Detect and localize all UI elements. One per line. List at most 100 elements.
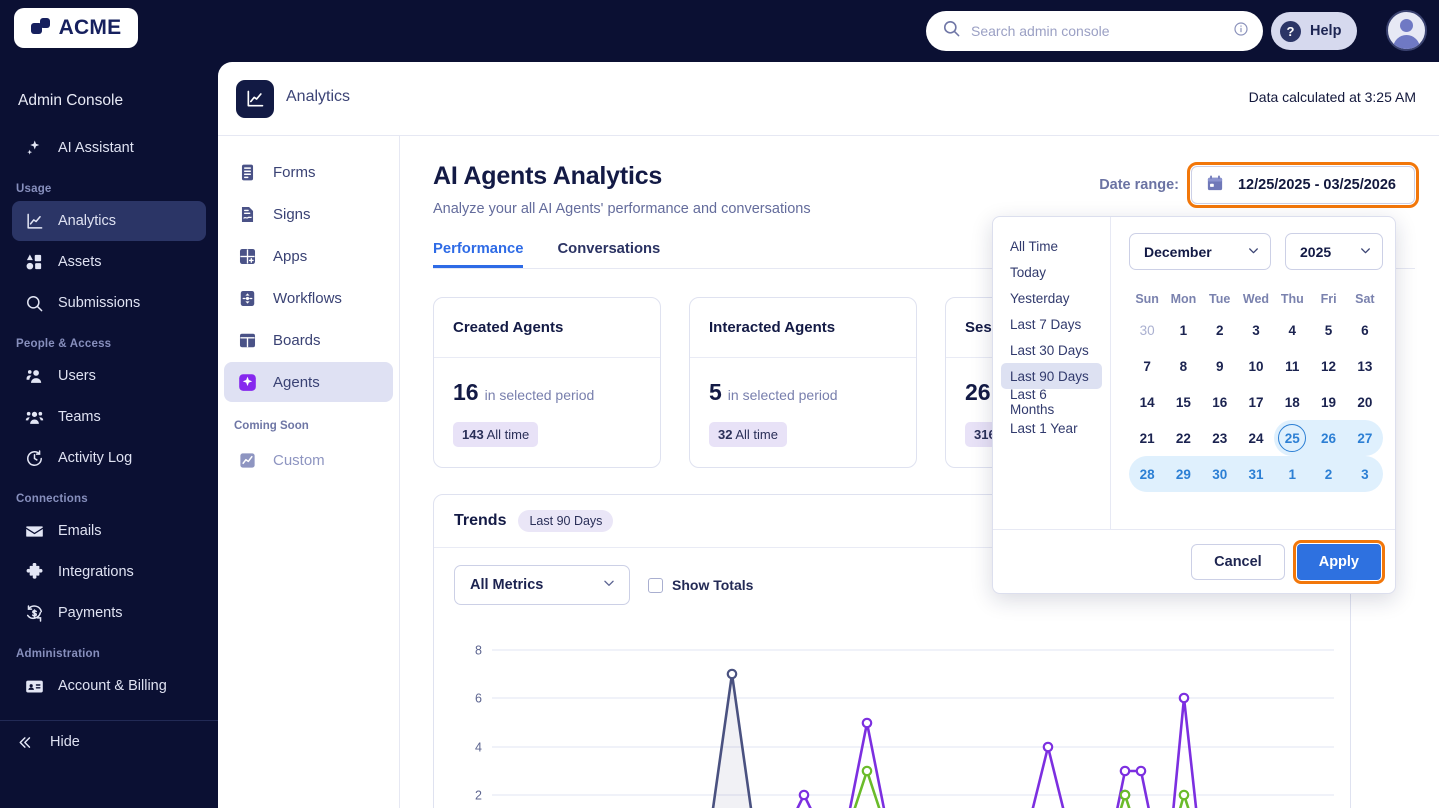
sidebar-item-integrations[interactable]: Integrations — [12, 552, 206, 592]
calendar-day-number[interactable]: 25 — [1278, 424, 1307, 452]
calendar-day-number[interactable]: 17 — [1248, 394, 1264, 410]
calendar-day-number[interactable]: 18 — [1284, 394, 1300, 410]
calendar-day[interactable]: 30 — [1129, 312, 1165, 348]
calendar-day[interactable]: 25 — [1274, 420, 1311, 456]
calendar-day[interactable]: 9 — [1202, 348, 1238, 384]
sidebar-hide-button[interactable]: Hide — [0, 721, 218, 763]
calendar-day-number[interactable]: 31 — [1248, 466, 1264, 482]
calendar-day[interactable]: 12 — [1310, 348, 1346, 384]
calendar-day[interactable]: 31 — [1237, 456, 1275, 492]
calendar-day[interactable]: 2 — [1310, 456, 1347, 492]
calendar-day-number[interactable]: 24 — [1248, 430, 1264, 446]
calendar-day-number[interactable]: 11 — [1285, 358, 1300, 374]
calendar-day-number[interactable]: 4 — [1288, 322, 1297, 338]
calendar-day[interactable]: 4 — [1274, 312, 1310, 348]
calendar-day-number[interactable]: 1 — [1288, 466, 1297, 482]
calendar-day[interactable]: 14 — [1129, 384, 1165, 420]
calendar-day[interactable]: 1 — [1165, 312, 1201, 348]
calendar-day[interactable]: 21 — [1129, 420, 1165, 456]
calendar-day-number[interactable]: 10 — [1248, 358, 1264, 374]
checkbox-box[interactable] — [648, 577, 663, 593]
calendar-day-number[interactable]: 23 — [1212, 430, 1228, 446]
info-circle-icon[interactable] — [1233, 21, 1249, 42]
apply-button[interactable]: Apply — [1292, 539, 1386, 584]
calendar-day[interactable]: 3 — [1238, 312, 1274, 348]
calendar-day[interactable]: 8 — [1165, 348, 1201, 384]
calendar-day-number[interactable]: 13 — [1357, 358, 1373, 374]
sidebar-item-payments[interactable]: Payments — [12, 593, 206, 633]
help-button[interactable]: ? Help — [1271, 12, 1358, 50]
preset-last-30-days[interactable]: Last 30 Days — [1010, 342, 1089, 358]
calendar-day-number[interactable]: 1 — [1179, 322, 1188, 338]
subnav-item-forms[interactable]: Forms — [224, 152, 393, 192]
subnav-item-workflows[interactable]: Workflows — [224, 278, 393, 318]
global-search[interactable] — [926, 11, 1263, 51]
sidebar-item-users[interactable]: Users — [12, 356, 206, 396]
subnav-item-apps[interactable]: Apps — [224, 236, 393, 276]
calendar-day-number[interactable]: 27 — [1357, 430, 1373, 446]
sidebar-item-emails[interactable]: Emails — [12, 511, 206, 551]
calendar-day[interactable]: 19 — [1310, 384, 1346, 420]
calendar-day-number[interactable]: 9 — [1215, 358, 1224, 374]
sidebar-item-teams[interactable]: Teams — [12, 397, 206, 437]
calendar-day-number[interactable]: 3 — [1361, 466, 1369, 482]
cancel-button[interactable]: Cancel — [1191, 543, 1285, 580]
calendar-day[interactable]: 22 — [1165, 420, 1201, 456]
calendar-day-number[interactable]: 6 — [1361, 322, 1369, 338]
show-totals-checkbox[interactable]: Show Totals — [648, 577, 753, 593]
calendar-day[interactable]: 27 — [1346, 420, 1383, 456]
calendar-day-number[interactable]: 2 — [1215, 322, 1224, 338]
brand-logo[interactable]: ACME — [14, 8, 138, 48]
preset-all-time[interactable]: All Time — [1010, 238, 1059, 254]
calendar-day-number[interactable]: 15 — [1175, 394, 1191, 410]
calendar-day[interactable]: 26 — [1310, 420, 1347, 456]
sidebar-item-analytics[interactable]: Analytics — [12, 201, 206, 241]
calendar-day[interactable]: 18 — [1274, 384, 1310, 420]
calendar-day-number[interactable]: 2 — [1324, 466, 1333, 482]
calendar-day[interactable]: 30 — [1201, 456, 1238, 492]
sidebar-item-account-billing[interactable]: Account & Billing — [12, 666, 206, 706]
calendar-day[interactable]: 23 — [1202, 420, 1238, 456]
calendar-day[interactable]: 6 — [1347, 312, 1383, 348]
subnav-item-agents[interactable]: Agents — [224, 362, 393, 402]
preset-last-1-year[interactable]: Last 1 Year — [1010, 420, 1078, 436]
preset-today[interactable]: Today — [1010, 264, 1047, 280]
calendar-day[interactable]: 11 — [1274, 348, 1310, 384]
calendar-day-number[interactable]: 30 — [1139, 322, 1155, 338]
calendar-day-number[interactable]: 7 — [1143, 358, 1151, 374]
calendar-day[interactable]: 3 — [1346, 456, 1383, 492]
calendar-day-number[interactable]: 29 — [1175, 466, 1191, 482]
calendar-day[interactable]: 29 — [1165, 456, 1202, 492]
preset-last-90-days[interactable]: Last 90 Days — [1001, 363, 1102, 389]
calendar-day[interactable]: 1 — [1274, 456, 1311, 492]
preset-yesterday[interactable]: Yesterday — [1010, 290, 1070, 306]
preset-last-7-days[interactable]: Last 7 Days — [1010, 316, 1082, 332]
subnav-item-signs[interactable]: Signs — [224, 194, 393, 234]
calendar-day[interactable]: 15 — [1165, 384, 1201, 420]
search-input[interactable] — [971, 23, 1233, 39]
tab-performance[interactable]: Performance — [433, 241, 523, 268]
calendar-day-number[interactable]: 5 — [1324, 322, 1333, 338]
preset-last-6-months[interactable]: Last 6 Months — [1010, 387, 1055, 417]
date-range-field[interactable]: 12/25/2025 - 03/25/2026 — [1186, 162, 1420, 208]
calendar-day-number[interactable]: 22 — [1175, 430, 1191, 446]
sidebar-item-submissions[interactable]: Submissions — [12, 283, 206, 323]
calendar-day[interactable]: 20 — [1347, 384, 1383, 420]
calendar-day[interactable]: 5 — [1310, 312, 1346, 348]
calendar-day-number[interactable]: 3 — [1252, 322, 1260, 338]
calendar-day-number[interactable]: 12 — [1321, 358, 1337, 374]
calendar-day-number[interactable]: 21 — [1139, 430, 1155, 446]
calendar-day[interactable]: 17 — [1238, 384, 1274, 420]
tab-conversations[interactable]: Conversations — [557, 241, 661, 257]
calendar-day-number[interactable]: 16 — [1212, 394, 1228, 410]
sidebar-item-activity-log[interactable]: Activity Log — [12, 438, 206, 478]
calendar-day-number[interactable]: 14 — [1139, 394, 1155, 410]
calendar-day[interactable]: 7 — [1129, 348, 1165, 384]
calendar-day[interactable]: 2 — [1202, 312, 1238, 348]
calendar-day-number[interactable]: 28 — [1139, 466, 1155, 482]
calendar-day-number[interactable]: 30 — [1212, 466, 1228, 482]
year-select[interactable]: 2025 — [1285, 233, 1383, 270]
subnav-item-boards[interactable]: Boards — [224, 320, 393, 360]
calendar-day[interactable]: 28 — [1129, 456, 1166, 492]
calendar-day-number[interactable]: 19 — [1321, 394, 1337, 410]
